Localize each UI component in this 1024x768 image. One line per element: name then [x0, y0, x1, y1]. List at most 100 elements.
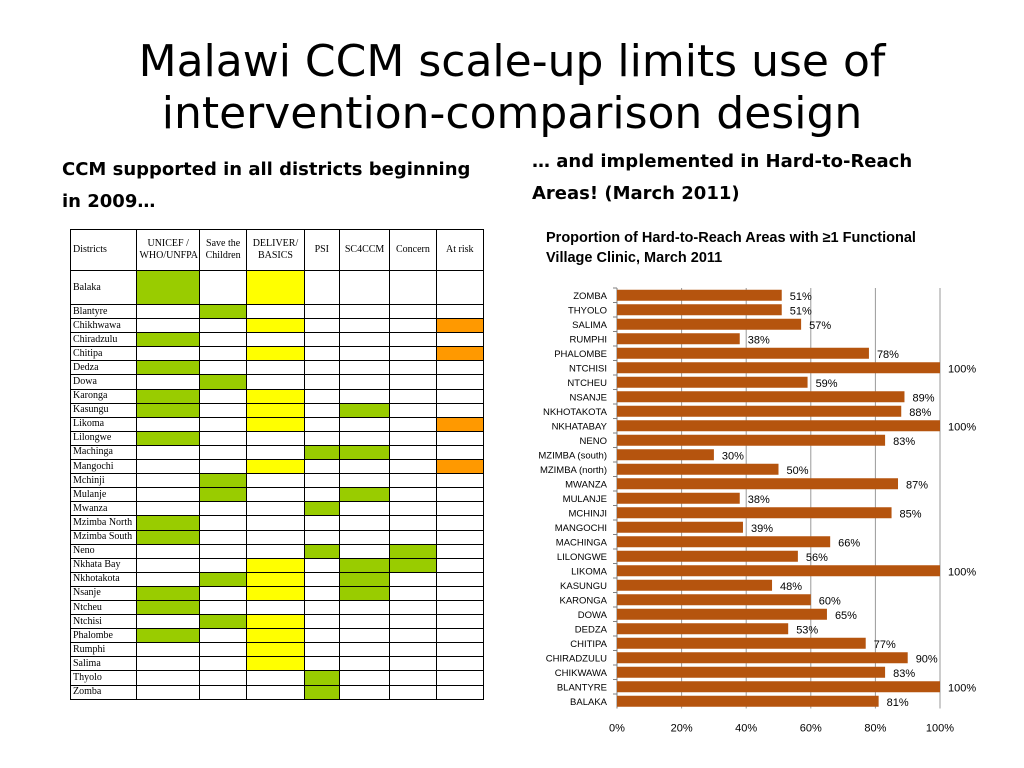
- district-cell: Machinga: [69, 444, 138, 461]
- bar: [617, 608, 827, 620]
- district-cell: Lilongwe: [69, 430, 138, 446]
- partner-cell: [136, 599, 200, 616]
- data-label: 59%: [816, 378, 838, 390]
- table-row: Mzimba North: [69, 515, 485, 531]
- partner-cell: [198, 473, 248, 489]
- data-label: 51%: [790, 291, 812, 303]
- partner-cell: [389, 270, 437, 305]
- partner-cell: [246, 388, 305, 404]
- header-at-risk: At risk: [435, 229, 485, 271]
- partner-cell: [246, 473, 305, 489]
- data-label: 38%: [748, 494, 770, 506]
- partner-cell: [435, 628, 485, 644]
- bar: [617, 623, 789, 635]
- partner-cell: [303, 444, 340, 461]
- partner-cell: [136, 459, 200, 475]
- partner-cell: [435, 459, 485, 475]
- category-label: MANGOCHI: [555, 523, 607, 534]
- partner-cell: [303, 270, 340, 305]
- partner-cell: [198, 656, 248, 672]
- partner-cell: [246, 557, 305, 573]
- table-body: Balaka Blantyre Chikhwawa Chiradzulu Chitipa…: [69, 270, 485, 700]
- district-cell: Mchinji: [69, 473, 138, 489]
- table-header-row: Districts UNICEF / WHO/UNFPA Save the Ch…: [69, 229, 485, 271]
- partner-cell: [389, 402, 437, 418]
- category-label: NTCHISI: [569, 363, 607, 374]
- partner-cell: [435, 614, 485, 630]
- partner-cell: [389, 360, 437, 376]
- partner-cell: [389, 585, 437, 601]
- partner-cell: [338, 270, 391, 305]
- partner-cell: [198, 642, 248, 658]
- partner-cell: [389, 571, 437, 587]
- partner-cell: [136, 444, 200, 461]
- title-line-1: Malawi CCM scale-up limits use of: [138, 36, 886, 87]
- partner-cell: [303, 656, 340, 672]
- partner-cell: [303, 557, 340, 573]
- partner-cell: [303, 571, 340, 587]
- partner-cell: [389, 487, 437, 503]
- partner-cell: [303, 670, 340, 686]
- partner-cell: [389, 430, 437, 446]
- district-cell: Nsanje: [69, 585, 138, 601]
- header-unicef: UNICEF / WHO/UNFPA: [136, 229, 200, 271]
- district-cell: Mulanje: [69, 487, 138, 503]
- partner-cell: [338, 557, 391, 573]
- bar: [617, 347, 869, 359]
- partner-cell: [435, 318, 485, 334]
- partner-cell: [246, 628, 305, 644]
- category-label: BLANTYRE: [557, 682, 607, 693]
- partner-cell: [246, 614, 305, 630]
- partner-cell: [389, 332, 437, 348]
- partner-cell: [246, 332, 305, 348]
- left-heading-line-2: in 2009…: [62, 191, 156, 212]
- partner-cell: [246, 444, 305, 461]
- category-label: THYOLO: [568, 305, 607, 316]
- category-label: MZIMBA (north): [540, 465, 607, 476]
- table-row: Thyolo: [69, 670, 485, 686]
- partner-cell: [338, 543, 391, 559]
- partner-cell: [303, 585, 340, 601]
- table-row: Lilongwe: [69, 430, 485, 446]
- district-cell: Ntchisi: [69, 614, 138, 630]
- table-row: Mangochi: [69, 459, 485, 475]
- partner-cell: [435, 515, 485, 531]
- partner-cell: [338, 303, 391, 320]
- district-cell: Mzimba North: [69, 515, 138, 531]
- data-label: 100%: [948, 421, 976, 433]
- partner-cell: [136, 628, 200, 644]
- category-label: NTCHEU: [567, 378, 607, 389]
- partner-cell: [136, 303, 200, 320]
- partner-cell: [246, 374, 305, 390]
- district-cell: Likoma: [69, 416, 138, 432]
- partner-cell: [435, 642, 485, 658]
- partner-cell: [435, 543, 485, 559]
- partner-cell: [435, 360, 485, 376]
- district-cell: Mzimba South: [69, 529, 138, 545]
- district-cell: Dedza: [69, 360, 138, 376]
- bar: [617, 579, 773, 591]
- district-cell: Thyolo: [69, 670, 138, 686]
- partner-cell: [338, 459, 391, 475]
- bar: [617, 391, 905, 403]
- bar: [617, 304, 782, 316]
- partner-cell: [136, 501, 200, 517]
- bar: [617, 420, 940, 432]
- table-row: Blantyre: [69, 303, 485, 320]
- partner-cell: [389, 642, 437, 658]
- data-label: 48%: [780, 581, 802, 593]
- header-psi: PSI: [303, 229, 340, 271]
- partner-cell: [198, 543, 248, 559]
- table-row: Balaka: [69, 270, 485, 305]
- partner-cell: [389, 684, 437, 700]
- partner-cell: [389, 501, 437, 517]
- bar: [617, 333, 740, 345]
- bar: [617, 318, 802, 330]
- table-row: Ntcheu: [69, 599, 485, 616]
- data-label: 51%: [790, 305, 812, 317]
- partner-cell: [136, 346, 200, 362]
- partner-cell: [338, 430, 391, 446]
- partner-cell: [338, 487, 391, 503]
- district-cell: Chitipa: [69, 346, 138, 362]
- partner-cell: [303, 374, 340, 390]
